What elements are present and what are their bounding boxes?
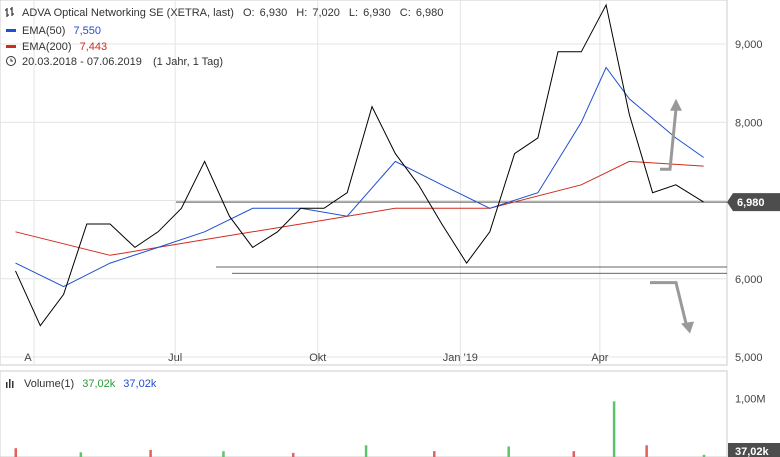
volume-bar — [433, 451, 436, 457]
arrow-up-icon — [660, 108, 678, 171]
ema200-line — [15, 160, 704, 256]
volume-flag-shape — [728, 443, 780, 457]
support-lines — [176, 201, 727, 274]
ema50-line — [15, 66, 704, 288]
arrow-up-head-icon — [670, 98, 682, 111]
volume-bar — [645, 445, 648, 457]
volume-bars — [14, 401, 706, 457]
x-tick-label: Jan '19 — [443, 352, 478, 364]
volume-bar — [291, 452, 295, 457]
legend-o-label: O: — [243, 7, 255, 19]
volume-bar — [364, 445, 368, 457]
legend-c-value: 6,980 — [416, 7, 444, 19]
legend-volume-value-1: 37,02k — [82, 378, 116, 390]
legend-range: 20.03.2018 - 07.06.2019 (1 Jahr, 1 Tag) — [22, 56, 223, 68]
volume-flag: 37,02k — [728, 443, 780, 457]
volume-bar — [507, 446, 510, 457]
legend-h-value: 7,020 — [312, 7, 340, 19]
volume-bar — [572, 451, 576, 457]
y-tick-label: 9,000 — [735, 39, 763, 51]
y-tick-label: 6,000 — [735, 274, 763, 286]
legend-title-line: ADVA Optical Networking SE (XETRA, last)… — [22, 7, 443, 19]
legend-title: ADVA Optical Networking SE (XETRA, last) — [22, 7, 234, 19]
volume-flag-text: 37,02k — [735, 446, 770, 457]
price-panel-frame — [0, 0, 728, 366]
legend-ema50-label: EMA(50) — [22, 25, 65, 37]
volume-panel-frame — [0, 370, 728, 457]
y-tick-label: 5,000 — [735, 352, 763, 364]
legend-h-label: H: — [296, 7, 307, 19]
ema200-swatch-icon — [6, 45, 16, 48]
legend-ema50: EMA(50) 7,550 — [22, 25, 101, 37]
y-tick-label: 8,000 — [735, 117, 763, 129]
legend-range-text: 20.03.2018 - 07.06.2019 — [22, 56, 142, 68]
ohlc-icon — [5, 7, 14, 17]
legend-ema50-value: 7,550 — [73, 25, 101, 37]
volume-bar — [702, 454, 706, 457]
volume-bars-icon — [6, 379, 14, 388]
x-axis: A Jul Okt Jan '19 Apr — [24, 352, 609, 364]
last-price-flag-shape — [727, 193, 780, 212]
legend-volume-value-2: 37,02k — [123, 378, 157, 390]
x-tick-label: Apr — [591, 352, 608, 364]
x-tick-label: A — [24, 352, 32, 364]
forecast-arrows — [650, 98, 694, 334]
legend-period-text: (1 Jahr, 1 Tag) — [153, 56, 223, 68]
price-line — [15, 3, 704, 327]
legend-l-label: L: — [349, 7, 358, 19]
legend-volume: Volume(1) 37,02k 37,02k — [24, 378, 157, 390]
volume-tick-label: 1,00M — [735, 393, 766, 405]
arrow-down-head-icon — [681, 321, 694, 334]
legend-ema200-label: EMA(200) — [22, 41, 72, 53]
x-tick-label: Jul — [168, 352, 182, 364]
grid — [0, 0, 728, 457]
legend: ADVA Optical Networking SE (XETRA, last)… — [5, 7, 443, 390]
clock-icon — [6, 56, 16, 66]
last-price-flag-text: 6,980 — [737, 197, 765, 209]
ema50-swatch-icon — [6, 29, 16, 32]
legend-ema200-value: 7,443 — [80, 41, 108, 53]
legend-o-value: 6,930 — [260, 7, 288, 19]
volume-bar — [612, 401, 616, 457]
legend-ema200: EMA(200) 7,443 — [22, 41, 107, 53]
volume-bar — [222, 451, 225, 457]
last-price-flag: 6,980 — [727, 193, 780, 212]
legend-l-value: 6,930 — [363, 7, 391, 19]
volume-bar — [14, 448, 18, 457]
legend-c-label: C: — [400, 7, 411, 19]
volume-bar — [149, 449, 152, 457]
arrow-down-icon — [650, 281, 689, 328]
legend-volume-label: Volume(1) — [24, 378, 74, 390]
volume-bar — [79, 452, 83, 457]
x-tick-label: Okt — [309, 352, 326, 364]
